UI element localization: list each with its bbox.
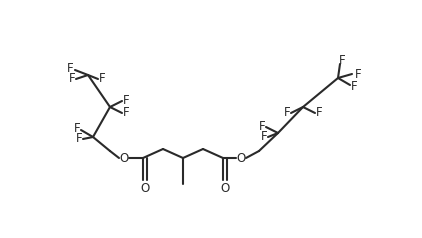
Text: F: F [76,133,82,145]
Text: O: O [236,152,246,164]
Text: F: F [123,106,129,119]
Text: F: F [316,106,322,119]
Text: O: O [220,182,230,194]
Text: F: F [259,119,265,133]
Text: F: F [284,106,290,119]
Text: F: F [67,63,73,75]
Text: O: O [119,152,129,164]
Text: F: F [123,94,129,108]
Text: F: F [354,68,361,80]
Text: F: F [99,73,106,85]
Text: F: F [339,54,345,66]
Text: O: O [141,182,150,194]
Text: F: F [74,123,80,135]
Text: F: F [69,73,75,85]
Text: F: F [261,130,267,144]
Text: F: F [351,79,357,93]
